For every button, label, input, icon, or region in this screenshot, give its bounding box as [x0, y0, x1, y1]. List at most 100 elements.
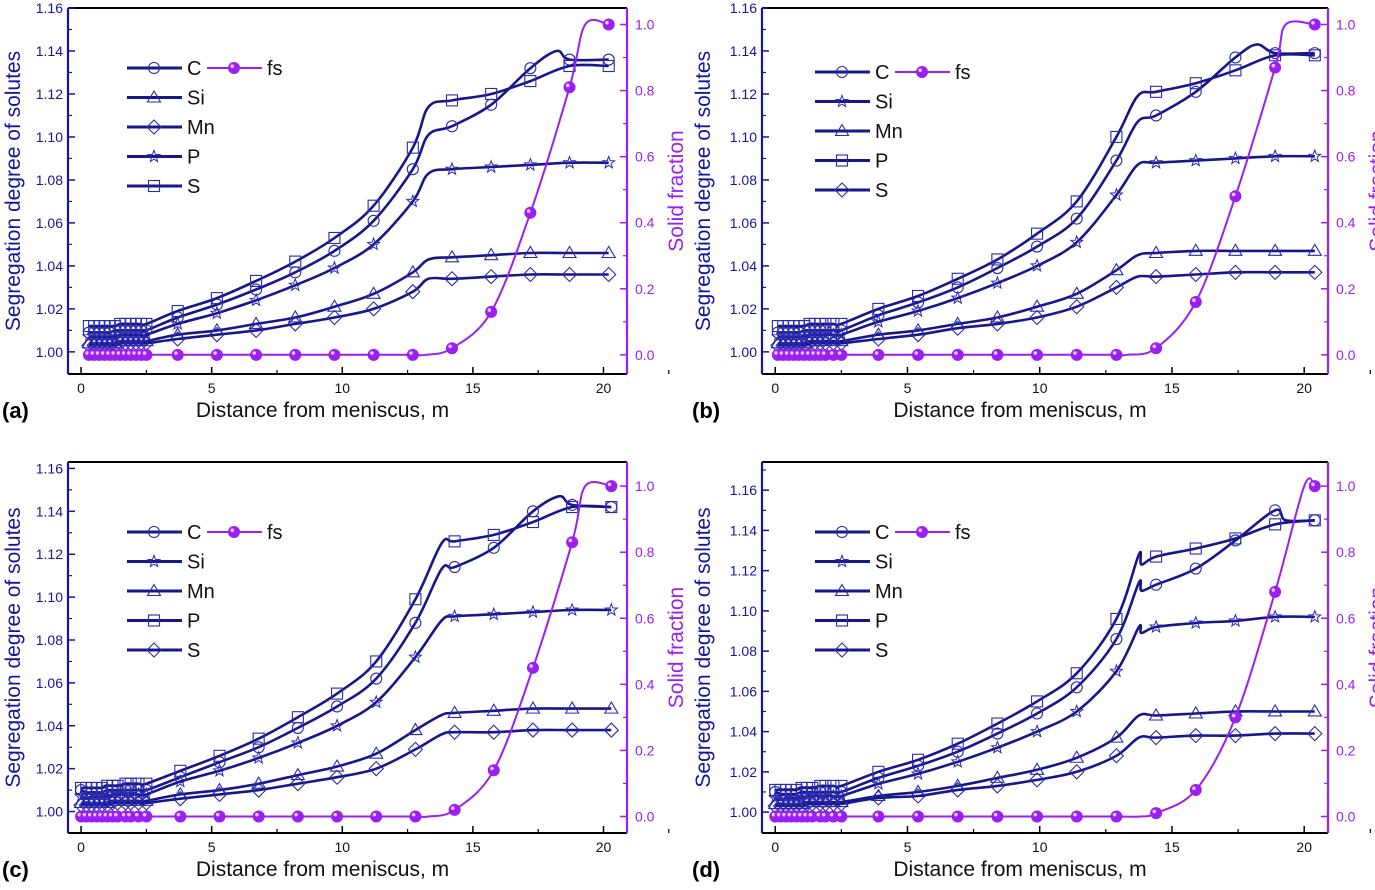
data-point-fs [912, 348, 925, 361]
y-tick-label: 1.02 [730, 764, 757, 780]
data-point-p [562, 155, 577, 170]
legend-marker-p [835, 154, 849, 167]
legend-item-si: Si [127, 88, 205, 110]
data-point-si [1109, 663, 1124, 678]
data-point-si [562, 245, 577, 259]
series-p [769, 514, 1321, 796]
data-point-mn [1307, 703, 1323, 717]
y-tick-label: 1.04 [36, 718, 63, 734]
legend-item-fs: fs [207, 522, 283, 544]
data-point-si [118, 786, 133, 801]
data-point-fs-highlight [106, 351, 110, 355]
data-point-s [1068, 764, 1085, 780]
data-point-mn [368, 746, 384, 759]
data-point-fs-highlight [798, 812, 802, 817]
data-point-si [990, 275, 1005, 290]
series-line-s [777, 270, 1315, 347]
data-point-fs [835, 810, 848, 823]
data-point-fs [526, 661, 539, 674]
data-point-p [366, 236, 381, 251]
data-point-si [871, 314, 886, 328]
data-point-fs [140, 348, 153, 361]
data-point-p [911, 753, 925, 766]
legend-label: S [187, 640, 200, 662]
data-point-fs [1031, 810, 1044, 823]
data-point-fs-highlight [1271, 63, 1276, 68]
legend-item-fs: fs [207, 58, 283, 80]
data-point-si [405, 264, 421, 278]
series-p [81, 155, 616, 343]
data-point-fs [912, 810, 925, 823]
data-point-fs [1070, 348, 1083, 361]
data-point-fs-highlight [526, 209, 531, 213]
data-point-fs [291, 810, 304, 823]
data-point-mn [1267, 243, 1283, 256]
data-point-si [1267, 609, 1283, 624]
data-point-fs-highlight [829, 812, 834, 817]
legend-label: P [187, 147, 200, 169]
series-si [770, 148, 1323, 343]
data-point-fs-highlight [790, 351, 794, 355]
data-point-c [524, 62, 537, 75]
y-tick-label: 1.14 [36, 43, 63, 59]
data-point-s [109, 795, 126, 811]
data-point-si [329, 718, 345, 732]
data-point-fs-highlight [448, 344, 452, 349]
data-point-c [331, 700, 344, 713]
data-point-mn [169, 331, 186, 347]
data-point-fs-highlight [1033, 812, 1038, 817]
data-point-p [991, 253, 1004, 266]
data-point-si [834, 788, 849, 803]
legend-marker-fs [916, 66, 928, 78]
data-point-mn [407, 722, 423, 736]
data-point-s [289, 255, 302, 268]
legend-label: Mn [875, 581, 903, 603]
legend-label: Si [875, 92, 893, 114]
series-line-c [80, 494, 612, 794]
data-point-si [1188, 615, 1204, 630]
data-point-c [406, 163, 419, 176]
y-tick-label: 1.02 [730, 301, 757, 317]
y-tick-label: 1.10 [730, 129, 757, 145]
y-tick-label: 1.06 [36, 675, 63, 691]
data-point-p [213, 749, 226, 762]
y2-tick-label: 0.2 [635, 281, 655, 297]
data-point-fs-highlight [411, 812, 416, 817]
data-point-fs-highlight [82, 812, 87, 817]
series-mn [770, 243, 1323, 349]
data-point-fs [991, 348, 1004, 361]
data-point-c [1150, 109, 1163, 122]
y-tick-label: 1.04 [730, 724, 757, 740]
data-point-p [288, 277, 303, 292]
data-point-p [102, 329, 118, 343]
data-point-p [1308, 514, 1321, 527]
data-point-c [1110, 154, 1123, 167]
y-axis-label: Segregation degree of solutes [2, 51, 25, 331]
x-tick-label: 5 [208, 839, 216, 855]
data-point-p [1229, 532, 1242, 545]
y2-tick-label: 0.4 [1336, 676, 1356, 692]
series-fs [82, 18, 615, 361]
data-point-fs-highlight [121, 351, 126, 355]
data-point-p [827, 317, 840, 330]
x-tick-label: 10 [334, 380, 350, 396]
data-point-fs-highlight [333, 812, 338, 817]
series-line-s [775, 732, 1315, 808]
legend-label: S [187, 176, 200, 198]
data-point-s [1267, 264, 1283, 281]
data-point-si [1188, 152, 1204, 167]
data-point-si [408, 649, 423, 664]
data-point-fs-highlight [784, 351, 789, 355]
y2-tick-label: 1.0 [635, 17, 655, 33]
data-point-fs [485, 305, 498, 318]
data-point-p [1308, 49, 1321, 62]
data-point-mn [290, 767, 306, 781]
data-point-mn [405, 283, 421, 300]
series-line-c [88, 49, 609, 334]
data-point-fs-highlight [795, 351, 800, 355]
data-point-p [872, 302, 885, 315]
x-tick-label: 0 [77, 380, 85, 396]
legend-marker-c [835, 65, 849, 79]
